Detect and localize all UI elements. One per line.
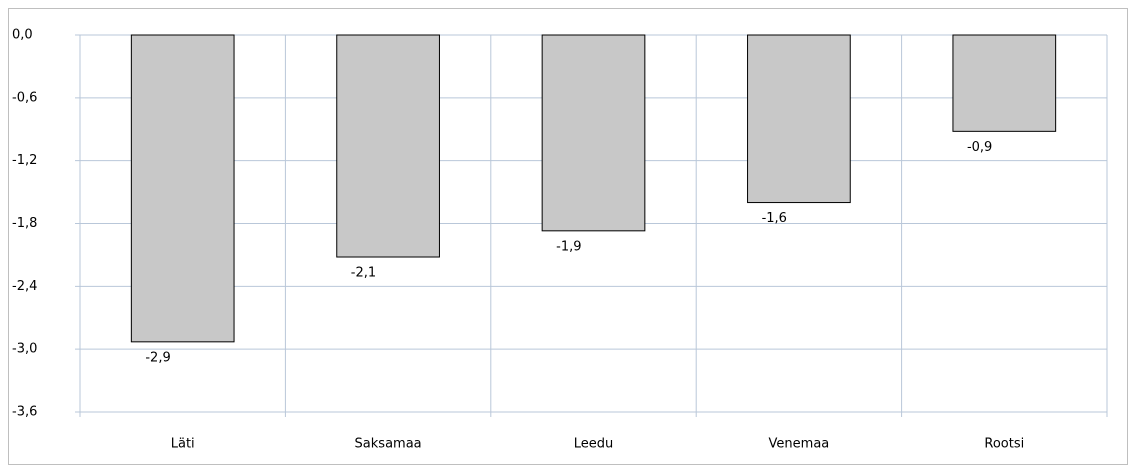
value-label: -1,6 <box>762 211 787 226</box>
y-tick-label: 0,0 <box>12 28 33 43</box>
x-tick-label: Venemaa <box>769 437 830 452</box>
y-tick-label: -3,0 <box>12 342 37 357</box>
y-tick-label: -3,6 <box>12 405 37 420</box>
bar <box>130 34 235 343</box>
value-label: -2,9 <box>145 350 170 365</box>
bar <box>541 34 646 232</box>
y-tick-label: -1,2 <box>12 153 37 168</box>
y-tick-label: -1,8 <box>12 216 37 231</box>
value-label: -1,9 <box>556 239 581 254</box>
y-tick-label: -2,4 <box>12 279 37 294</box>
bar <box>747 34 851 204</box>
value-label: -2,1 <box>351 266 376 281</box>
x-tick-label: Leedu <box>574 437 614 452</box>
bar <box>952 34 1057 132</box>
x-tick-label: Rootsi <box>984 437 1024 452</box>
value-label: -0,9 <box>967 140 992 155</box>
x-tick-label: Läti <box>171 437 195 452</box>
x-tick-label: Saksamaa <box>355 437 422 452</box>
y-tick-label: -0,6 <box>12 90 37 105</box>
bar <box>336 34 440 258</box>
